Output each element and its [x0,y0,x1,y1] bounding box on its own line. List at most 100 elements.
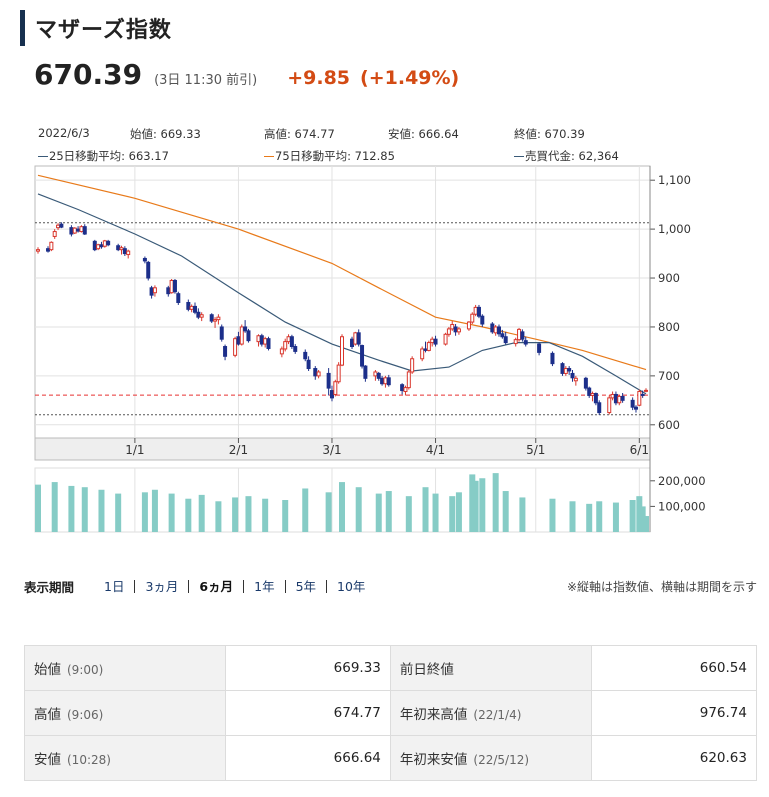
candle-body [633,406,638,410]
candle-body [593,392,598,404]
candle-body [283,341,288,350]
price-tick-label: 900 [658,271,680,285]
volume-bar [262,498,269,532]
ytd-low-label-cell: 年初来安値 (22/5/12) [389,735,593,781]
candle-body [497,326,502,335]
candle-body [176,293,181,303]
candle-body [476,306,481,317]
candle-body [376,372,381,379]
volume-bar [549,498,556,532]
candle-body [266,338,271,349]
candle-body [450,324,455,330]
volume-bar [472,480,479,532]
candle-body [453,326,458,333]
candle-body [259,335,264,345]
candle-body [446,328,451,335]
candle-body [426,342,431,351]
candle-body [166,287,171,295]
candle-body [76,228,81,232]
page-header: マザーズ指数 [20,10,172,46]
candle-body [630,399,635,408]
volume-bars [35,473,649,532]
volume-bar [636,496,643,532]
candlesticks [36,222,648,416]
candle-body [363,365,368,379]
chart-axes: 1/1 2/1 3/1 4/1 5/1 6/1 600 700 800 900 1,000 1,100… [125,166,706,532]
candle-body [219,326,224,340]
candle-body [383,377,388,385]
ytd-high-label: 年初来高値 [399,707,468,723]
price-tick-label: 1,100 [658,173,691,187]
candle-body [46,248,51,252]
candle-body [466,321,471,330]
candle-body [587,387,592,396]
volume-bar [81,487,88,532]
candle-body [500,333,505,338]
price-change: +9.85 [287,67,351,89]
info-date: 2022/6/3 [38,126,90,140]
candle-body [326,372,331,389]
low-label-cell: 安値 (10:28) [23,735,227,781]
candle-body [420,348,425,360]
period-5y[interactable]: 5年 [286,580,328,593]
candle-body [360,345,365,367]
low-time: (10:28) [67,753,111,767]
candle-body [644,389,648,392]
volume-bar [596,501,603,532]
ytd-high-label-cell: 年初来高値 (22/1/4) [389,690,593,736]
volume-bar [612,502,619,532]
date-tick-label: 2/1 [229,443,248,457]
high-time: (9:06) [67,708,104,722]
candle-body [353,332,358,345]
candle-body [503,336,508,344]
candle-body [246,330,251,342]
price-summary: 670.39 (3日 11:30 前引) +9.85 (+1.49%) [34,58,459,91]
period-1y[interactable]: 1年 [244,580,286,593]
ma75-swatch [264,156,274,157]
candle-body [223,346,228,357]
ytd-low-value: 620.63 [591,735,757,781]
period-1d[interactable]: 1日 [94,580,136,593]
candle-body [56,224,61,229]
candle-body [209,314,214,322]
volume-bar [339,482,345,532]
ytd-low-label: 年初来安値 [399,752,468,768]
candle-body [69,227,74,235]
period-10y[interactable]: 10年 [337,579,366,594]
volume-bar [519,497,526,532]
candle-body [433,338,438,345]
table-row: 始値 (9:00) 669.33 前日終値 660.54 [23,645,757,691]
candle-body [286,336,291,343]
volume-bar [282,500,289,532]
open-value: 669.33 [225,645,391,691]
ma75-legend: 75日移動平均: 712.85 [264,148,395,164]
candle-body [119,247,124,251]
info-open: 始値: 669.33 [130,127,201,141]
candle-body [82,226,87,235]
current-price: 670.39 [34,58,143,91]
candle-body [313,368,318,377]
period-3m[interactable]: 3ヵ月 [135,580,190,593]
candle-body [373,371,378,377]
volume-tick-label: 100,000 [658,499,706,513]
prev-close-label-cell: 前日終値 [389,645,593,691]
volume-bar [185,498,192,532]
prev-close-label: 前日終値 [399,662,454,678]
candle-body [490,323,495,333]
candle-body [116,245,121,251]
turnover-legend-text: 売買代金: 62,364 [525,149,619,163]
candle-body [480,315,485,325]
volume-bar [51,482,58,532]
candle-body [172,279,177,293]
candle-body [122,248,127,255]
ma-info: 25日移動平均: 663.17 75日移動平均: 712.85 売買代金: 62… [38,148,648,164]
axis-note: ※縦軸は指数値、横軸は期間を示す [566,580,757,594]
candle-body [573,377,578,382]
ma25-line [37,193,647,395]
volume-bar [168,493,175,532]
ytd-high-date: (22/1/4) [473,708,522,722]
open-label: 始値 [34,662,61,678]
period-6m[interactable]: 6ヵ月 [189,580,245,593]
candle-body [303,351,308,360]
volume-bar [245,496,252,532]
